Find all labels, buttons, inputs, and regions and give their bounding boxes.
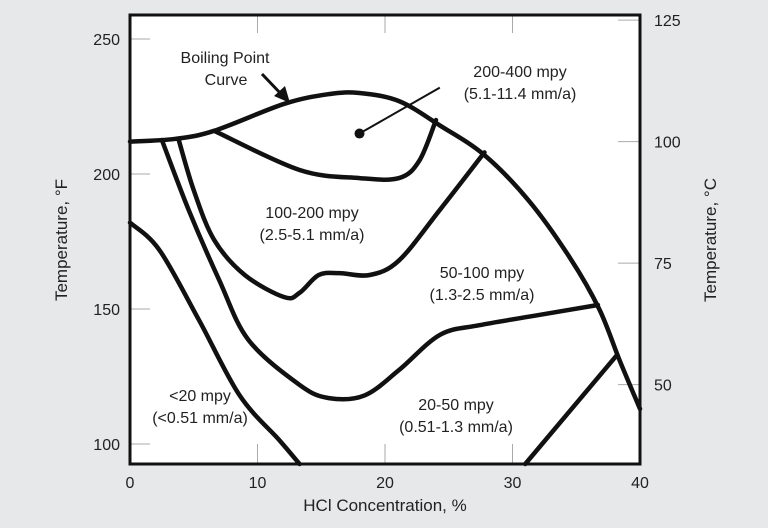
region-label: 50-100 mpy xyxy=(440,265,525,282)
iso-corrosion-line xyxy=(523,352,620,467)
plot-frame xyxy=(128,13,642,466)
iso-corrosion-line xyxy=(127,220,302,467)
iso-corrosion-line xyxy=(159,137,601,402)
y-right-tick-label: 75 xyxy=(654,256,672,273)
x-tick-label: 40 xyxy=(631,475,649,492)
y-right-tick-label: 100 xyxy=(654,135,681,152)
y-tick-label: 200 xyxy=(93,167,120,184)
boiling-arrow xyxy=(260,72,290,103)
y-axis-label-left: Temperature, °F xyxy=(52,179,71,301)
pointer-dot xyxy=(354,128,365,139)
region-label: (5.1-11.4 mm/a) xyxy=(464,86,577,103)
boiling-point-curve xyxy=(127,90,643,412)
y-tick-label: 100 xyxy=(93,437,120,454)
region-label: (2.5-5.1 mm/a) xyxy=(260,227,365,244)
x-tick-label: 0 xyxy=(126,475,135,492)
boiling-label: Boiling Point xyxy=(181,50,271,67)
iso-corrosion-line xyxy=(211,117,439,182)
x-tick-label: 30 xyxy=(504,475,522,492)
region-label: 20-50 mpy xyxy=(418,397,494,414)
y-tick-label: 250 xyxy=(93,32,120,49)
x-tick-label: 20 xyxy=(376,475,394,492)
y-right-tick-label: 125 xyxy=(654,13,681,30)
y-right-tick-label: 50 xyxy=(654,378,672,395)
iso-corrosion-line xyxy=(176,136,487,301)
region-label: (<0.51 mm/a) xyxy=(152,410,248,427)
pointer-line xyxy=(359,86,441,135)
region-label: 100-200 mpy xyxy=(265,205,358,222)
x-tick-label: 10 xyxy=(249,475,267,492)
boiling-label: Curve xyxy=(205,72,248,89)
y-axis-label-right: Temperature, °C xyxy=(701,178,720,302)
region-label: (0.51-1.3 mm/a) xyxy=(399,419,513,436)
region-label: <20 mpy xyxy=(169,388,231,405)
region-label: 200-400 mpy xyxy=(473,64,566,81)
region-label: (1.3-2.5 mm/a) xyxy=(430,287,535,304)
y-tick-label: 150 xyxy=(93,302,120,319)
x-axis-label: HCl Concentration, % xyxy=(303,496,466,515)
